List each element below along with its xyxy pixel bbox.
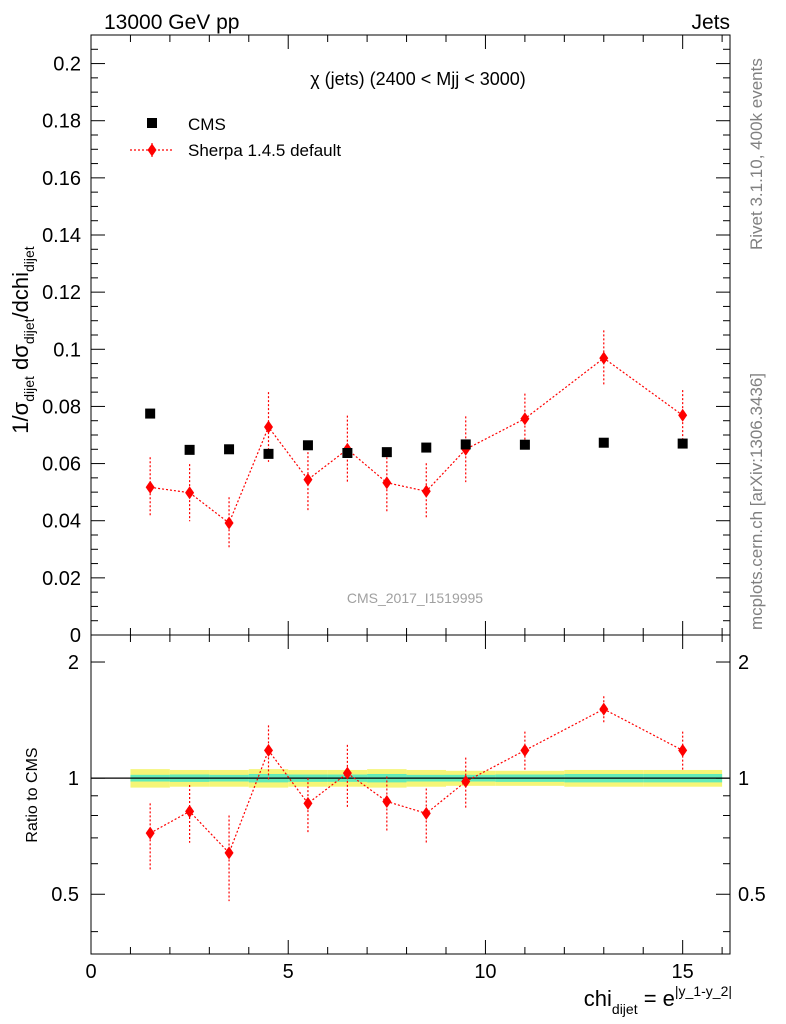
main-markers (145, 351, 688, 530)
cms-point (224, 444, 235, 455)
x-tick-label: 10 (474, 961, 496, 983)
main-y-tick-label: 0.16 (42, 168, 81, 190)
analysis-watermark: CMS_2017_I1519995 (347, 590, 483, 606)
main-plot-frame (90, 34, 731, 636)
sherpa-point (421, 484, 431, 498)
sherpa-point (224, 516, 234, 530)
x-axis-label: chidijet = e|y_1-y_2| (584, 983, 732, 1017)
sherpa-ratio-point (382, 794, 392, 808)
ratio-error-bars (149, 696, 684, 902)
x-tick-label: 15 (672, 961, 694, 983)
ratio-plot-panel: 0.5 0.5 1 1 2 2 0 5 10 15 Ratio to CMS chidijet … (24, 634, 766, 1017)
header-energy-label: 13000 GeV pp (104, 11, 239, 34)
xlabel-base: chi (584, 986, 612, 1011)
sherpa-ratio-point (185, 804, 195, 818)
ratio-y-tick-label-left: 0.5 (51, 884, 79, 906)
xlabel-sup: |y_1-y_2| (675, 983, 732, 999)
source-label: mcplots.cern.ch [arXiv:1306.3436] (747, 373, 766, 630)
cms-point (263, 448, 274, 459)
legend-cms-marker (147, 118, 157, 128)
legend: CMS Sherpa 1.4.5 default (130, 115, 341, 160)
ratio-y-axis: 0.5 0.5 1 1 2 2 (51, 652, 766, 933)
x-tick-label: 5 (283, 961, 294, 983)
ratio-series-lines (149, 708, 683, 854)
sherpa-ratio-line (149, 708, 683, 854)
legend-sherpa-marker (147, 143, 157, 157)
cms-point (302, 440, 313, 451)
sherpa-ratio-point (678, 743, 688, 757)
cms-point (519, 439, 530, 450)
sherpa-ratio-point (599, 702, 609, 716)
main-y-tick-label: 0 (70, 625, 81, 647)
ratio-y-tick-label-left: 1 (68, 768, 79, 790)
sherpa-ratio-point (264, 743, 273, 757)
ylabel-part-a: 1/σ (8, 401, 33, 433)
sherpa-ratio-point (145, 826, 155, 840)
sherpa-point (599, 351, 609, 365)
main-y-axis: 0 0.02 0.04 0.06 0.08 0.1 0.12 0.14 0.16 0.18 0.2 (42, 48, 730, 647)
ylabel-sub-a: dijet (21, 376, 37, 402)
xlabel-sub: dijet (612, 1001, 638, 1017)
sherpa-point (145, 480, 155, 494)
legend-sherpa-label: Sherpa 1.4.5 default (188, 141, 341, 160)
cms-point (184, 444, 195, 455)
legend-cms-label: CMS (188, 115, 226, 134)
x-tick-label: 0 (85, 961, 96, 983)
main-y-tick-label: 0.18 (42, 111, 81, 133)
cms-point (421, 442, 432, 453)
ratio-plot-frame (90, 634, 731, 955)
sherpa-point (678, 408, 688, 422)
cms-point (342, 448, 353, 458)
sherpa-point (264, 420, 273, 434)
xlabel-eq: = e (638, 986, 675, 1011)
main-y-tick-label: 0.12 (42, 282, 81, 304)
main-y-tick-label: 0.02 (42, 568, 81, 590)
main-x-ticks (90, 35, 723, 635)
sherpa-ratio-point (342, 766, 352, 780)
sherpa-ratio-point (224, 846, 234, 860)
cms-point (598, 437, 609, 448)
ratio-y-tick-label-right: 2 (738, 652, 749, 674)
sherpa-point (520, 412, 530, 426)
main-plot-panel: 00.020.040.060.080.10.120.140.160.180.2 … (8, 34, 731, 647)
cms-point (381, 447, 392, 458)
ratio-y-tick-label-left: 2 (68, 652, 79, 674)
sherpa-point (303, 473, 313, 487)
main-y-tick-label: 0.14 (42, 225, 81, 247)
ylabel-sub-b: dijet (21, 318, 37, 344)
header-jets-label: Jets (691, 11, 730, 34)
ratio-x-axis: 0 5 10 15 (85, 635, 723, 983)
main-y-axis-label: 1/σdijet dσdijet/dchidijet (8, 246, 37, 434)
sherpa-ratio-point (461, 775, 471, 789)
sherpa-ratio-point (520, 743, 530, 757)
sherpa-ratio-point (303, 796, 313, 810)
cms-point (677, 438, 688, 449)
sherpa-point (185, 486, 195, 500)
main-y-tick-label: 0.06 (42, 454, 81, 476)
plot-title: χ (jets) (2400 < Mjj < 3000) (310, 69, 526, 89)
cms-point (460, 439, 471, 450)
ratio-markers (145, 702, 688, 860)
ylabel-sub-c: dijet (21, 246, 37, 272)
sherpa-line (150, 357, 684, 524)
main-y-tick-label: 0.1 (53, 339, 81, 361)
main-y-tick-label: 0.08 (42, 396, 81, 418)
sherpa-point (382, 476, 392, 490)
ratio-y-axis-label: Ratio to CMS (24, 747, 41, 842)
main-series-lines (150, 357, 684, 524)
ratio-y-tick-label-right: 0.5 (738, 884, 766, 906)
sherpa-ratio-point (421, 806, 431, 820)
cms-point (145, 408, 156, 419)
ylabel-part-c: /dchi (8, 272, 33, 318)
main-y-tick-label: 0.04 (42, 511, 81, 533)
ratio-y-tick-label-right: 1 (738, 768, 749, 790)
rivet-version-label: Rivet 3.1.10, 400k events (747, 58, 766, 250)
ylabel-part-b: dσ (8, 344, 33, 376)
main-y-tick-label: 0.2 (53, 54, 81, 76)
